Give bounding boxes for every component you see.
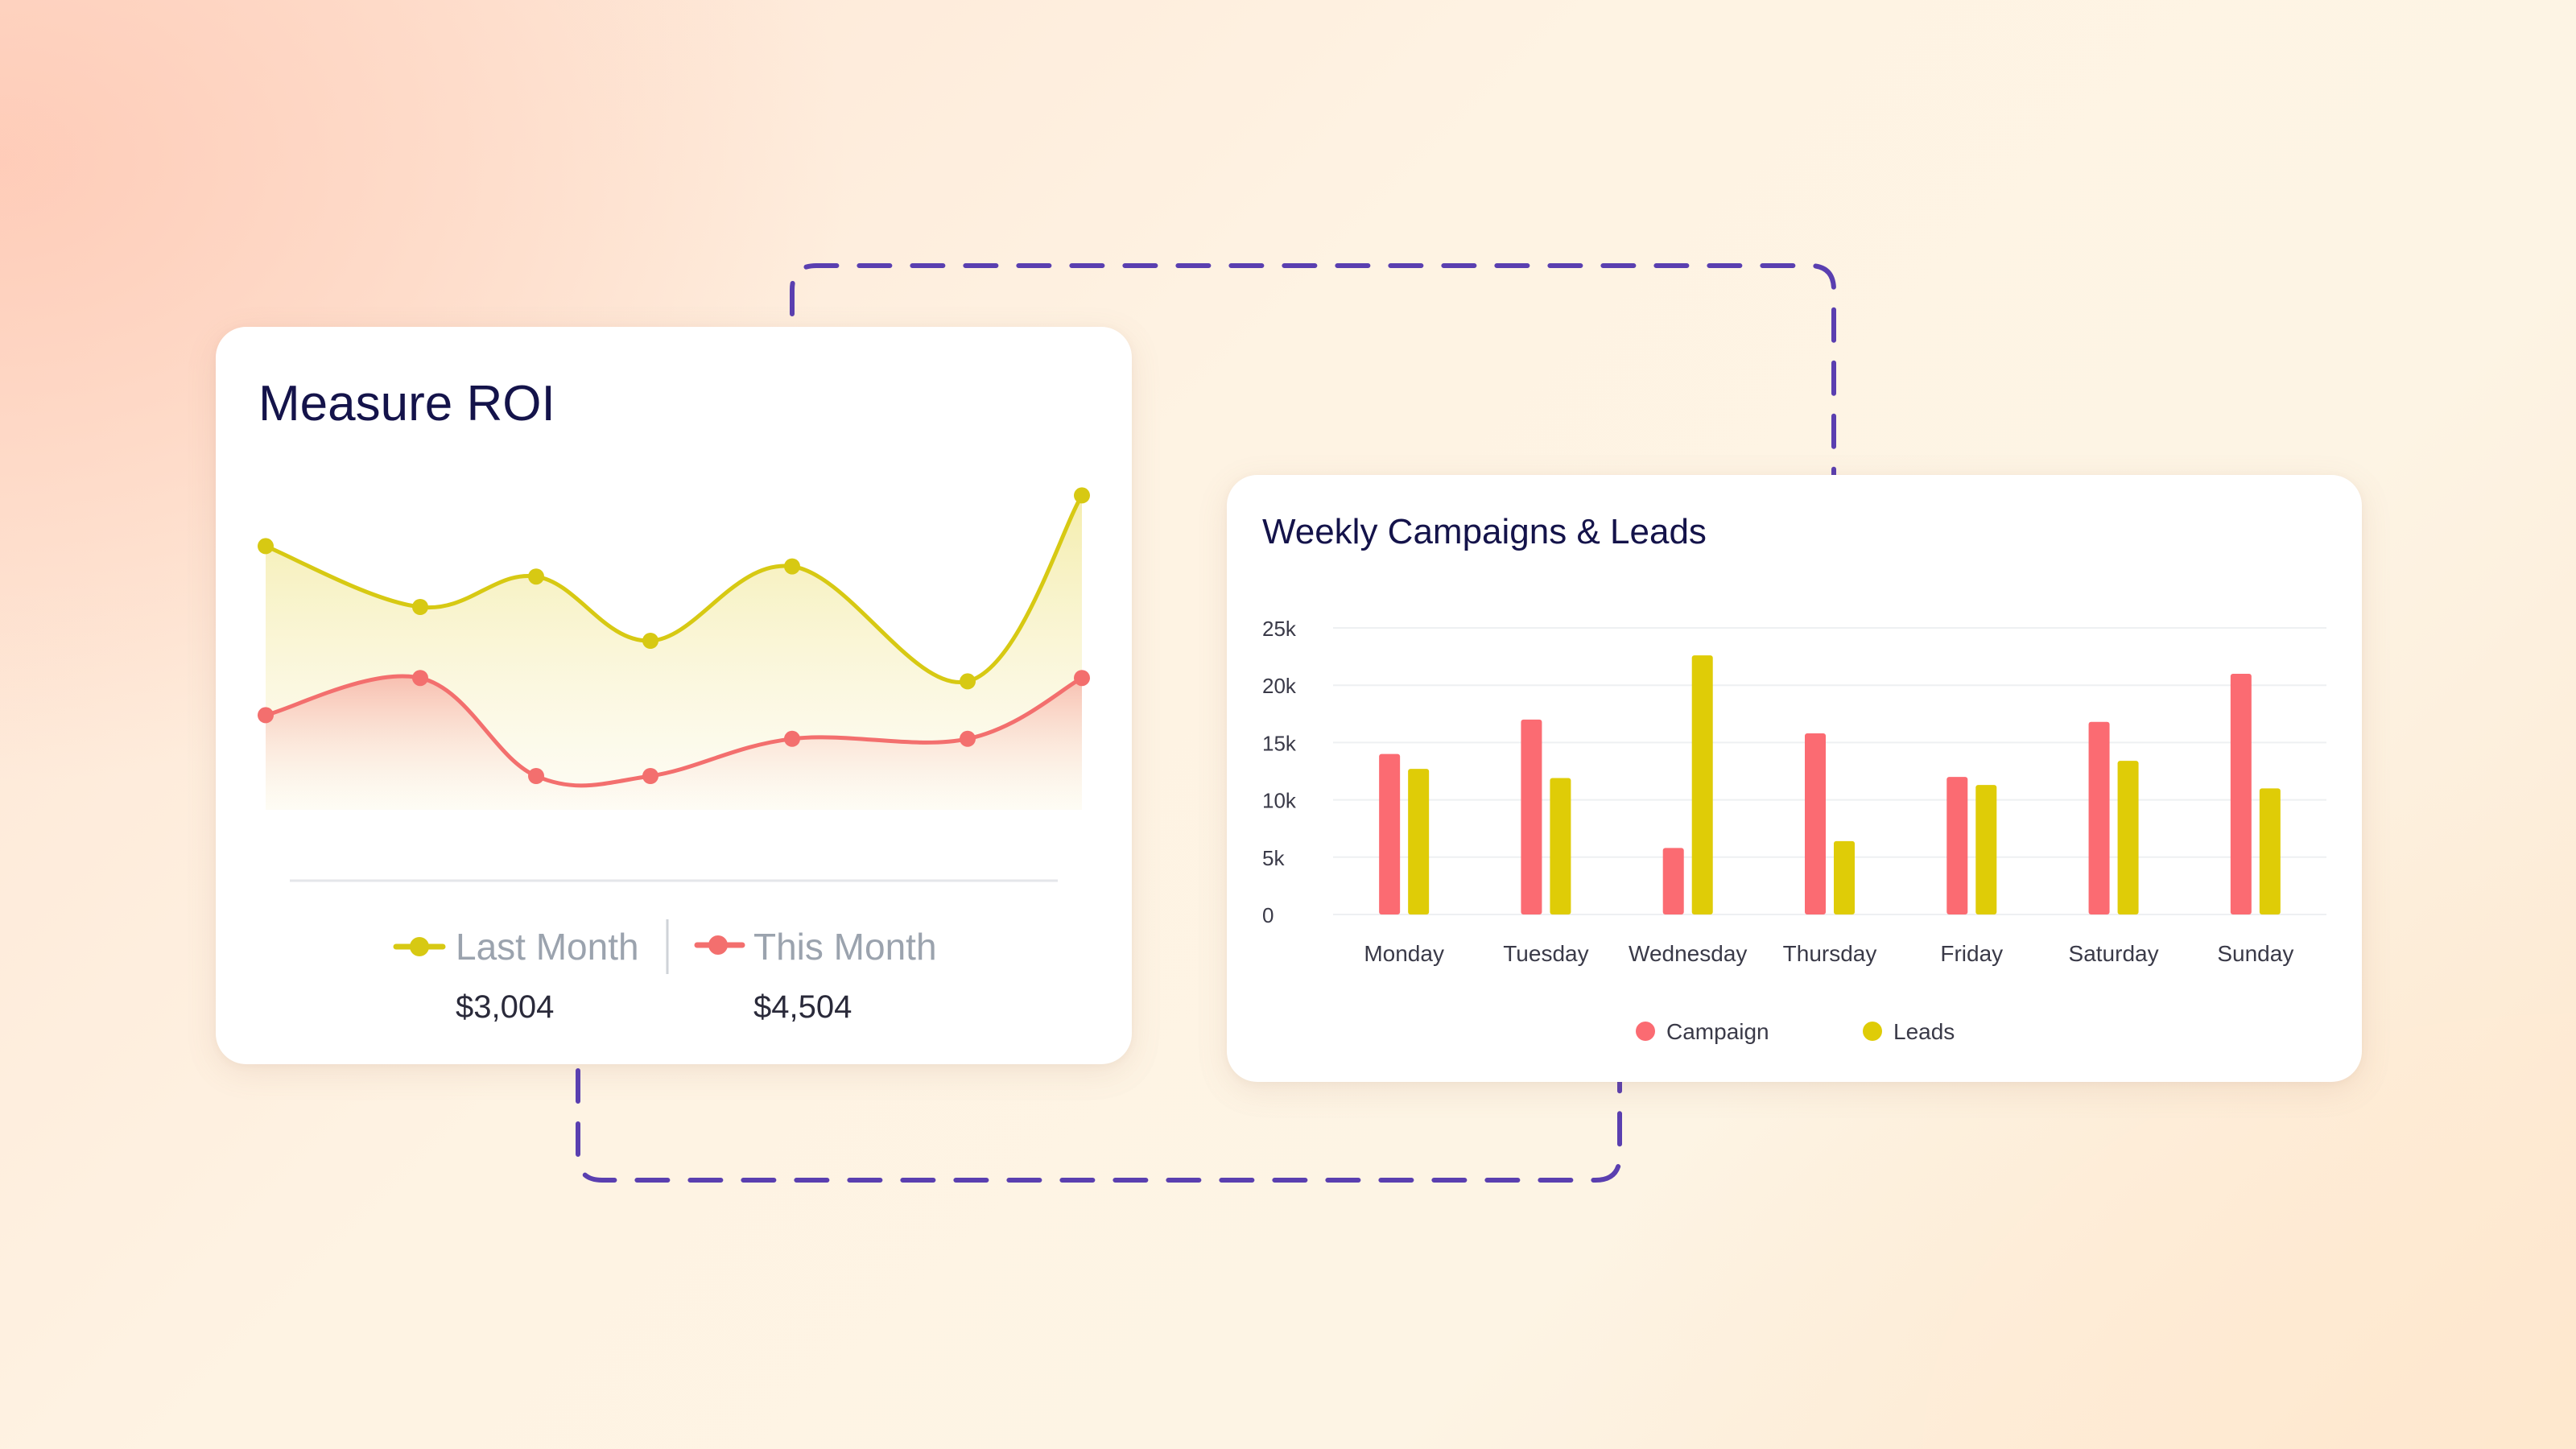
last-month-legend-marker bbox=[410, 937, 429, 956]
campaign-bar bbox=[2088, 721, 2110, 914]
last-month-point bbox=[1074, 487, 1090, 504]
last-month-label: Last Month bbox=[456, 926, 639, 968]
x-tick-label: Sunday bbox=[2217, 941, 2293, 966]
this-month-point bbox=[258, 707, 274, 724]
this-month-legend-marker bbox=[708, 935, 728, 955]
y-tick-label: 10k bbox=[1262, 789, 1297, 813]
campaign-bar bbox=[1946, 777, 1968, 914]
this-month-value: $4,504 bbox=[753, 989, 852, 1025]
leads-legend-dot bbox=[1863, 1022, 1882, 1041]
x-tick-label: Saturday bbox=[2069, 941, 2159, 966]
last-month-point bbox=[412, 599, 428, 615]
weekly-campaigns-card: Weekly Campaigns & Leads 0 5k 10k 15k 20k 25k… bbox=[1227, 475, 2362, 1082]
last-month-point bbox=[960, 673, 976, 690]
campaign-bar bbox=[1379, 753, 1401, 914]
roi-title: Measure ROI bbox=[258, 376, 555, 431]
leads-bar bbox=[1975, 785, 1997, 914]
measure-roi-card: Measure ROI Last Month $3,004 Th bbox=[216, 327, 1132, 1064]
x-tick-label: Wednesday bbox=[1629, 941, 1747, 966]
leads-bar bbox=[1834, 840, 1855, 914]
last-month-value: $3,004 bbox=[456, 989, 554, 1025]
last-month-point bbox=[642, 633, 658, 649]
y-tick-label: 15k bbox=[1262, 731, 1297, 755]
roi-legend-last-month: Last Month $3,004 bbox=[393, 926, 639, 1025]
roi-area-chart: Last Month $3,004 This Month $4,504 bbox=[258, 487, 1090, 1025]
x-tick-label: Monday bbox=[1364, 941, 1444, 966]
y-tick-label: 20k bbox=[1262, 674, 1297, 698]
last-month-point bbox=[258, 538, 274, 555]
y-tick-label: 0 bbox=[1262, 903, 1274, 927]
y-tick-label: 25k bbox=[1262, 617, 1297, 641]
x-tick-label: Friday bbox=[1940, 941, 2003, 966]
roi-legend-this-month: This Month $4,504 bbox=[694, 926, 937, 1025]
campaign-legend-label: Campaign bbox=[1666, 1019, 1769, 1044]
campaign-bar bbox=[1662, 848, 1684, 914]
this-month-point bbox=[412, 670, 428, 687]
campaign-bar bbox=[2230, 673, 2252, 914]
this-month-point bbox=[960, 730, 976, 747]
weekly-title: Weekly Campaigns & Leads bbox=[1262, 512, 1707, 551]
this-month-point bbox=[784, 730, 800, 747]
leads-bar bbox=[2259, 788, 2281, 914]
x-tick-label: Thursday bbox=[1783, 941, 1877, 966]
this-month-point bbox=[1074, 670, 1090, 687]
x-tick-label: Tuesday bbox=[1503, 941, 1588, 966]
leads-bar bbox=[1408, 769, 1430, 914]
campaign-legend-dot bbox=[1636, 1022, 1655, 1041]
last-month-point bbox=[784, 558, 800, 575]
leads-bar bbox=[2117, 761, 2139, 914]
y-tick-label: 5k bbox=[1262, 846, 1285, 870]
weekly-legend: Campaign Leads bbox=[1636, 1019, 1955, 1044]
leads-legend-label: Leads bbox=[1893, 1019, 1955, 1044]
last-month-point bbox=[528, 568, 544, 585]
this-month-area bbox=[266, 675, 1082, 810]
this-month-point bbox=[528, 768, 544, 784]
campaign-bar bbox=[1521, 719, 1542, 914]
leads-bar bbox=[1691, 655, 1713, 914]
this-month-point bbox=[642, 768, 658, 784]
leads-bar bbox=[1550, 778, 1571, 914]
dashed-connector-path bbox=[790, 263, 1836, 502]
weekly-bar-chart: 0 5k 10k 15k 20k 25k Monday Tuesday Wednesday Th… bbox=[1262, 617, 2326, 1044]
campaign-bar bbox=[1805, 733, 1826, 914]
this-month-label: This Month bbox=[753, 926, 937, 968]
